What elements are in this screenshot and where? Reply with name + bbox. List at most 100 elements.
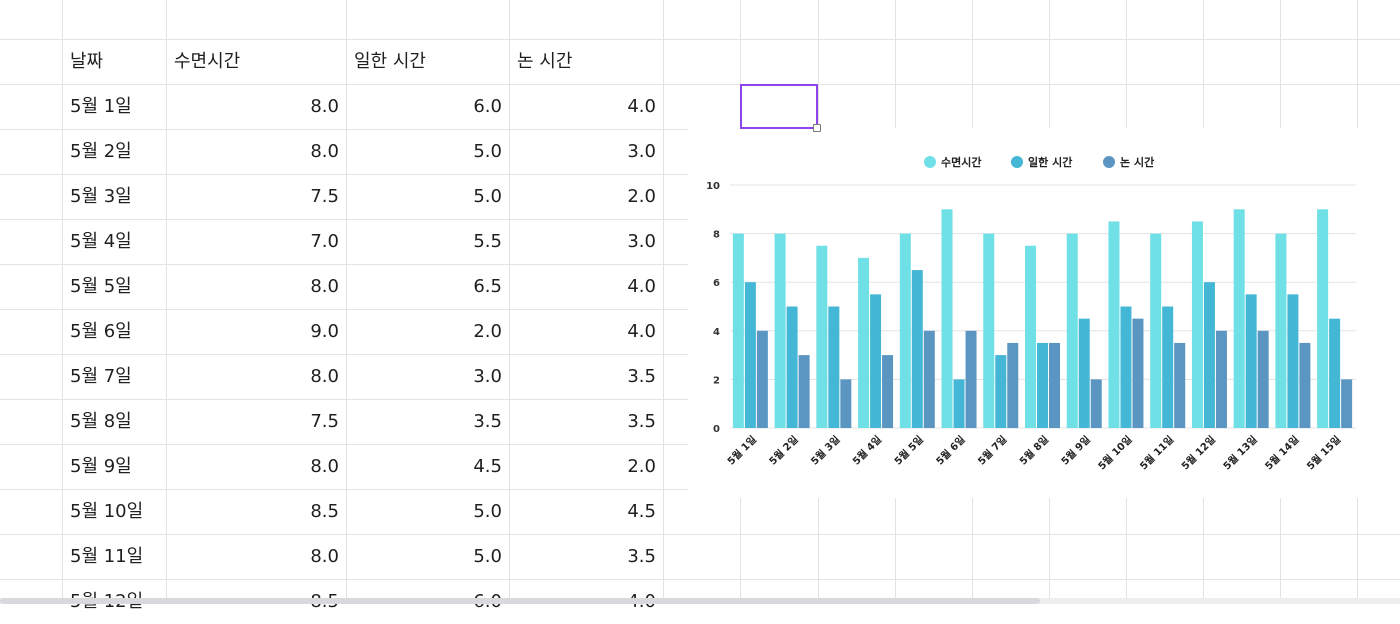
table-cell[interactable]: 5월 9일 bbox=[70, 456, 132, 477]
table-cell[interactable]: 3.0 bbox=[473, 366, 502, 387]
grid-row-line bbox=[0, 84, 1400, 85]
table-cell[interactable]: 7.5 bbox=[310, 411, 339, 432]
y-tick-label: 6 bbox=[713, 278, 720, 289]
header-cell[interactable]: 논 시간 bbox=[517, 51, 573, 72]
bar-2 bbox=[911, 270, 923, 428]
y-tick-label: 10 bbox=[706, 181, 720, 192]
table-cell[interactable]: 5.0 bbox=[473, 186, 502, 207]
bar-2 bbox=[995, 355, 1007, 428]
table-cell[interactable]: 5월 7일 bbox=[70, 366, 132, 387]
table-cell[interactable]: 5월 3일 bbox=[70, 186, 132, 207]
table-cell[interactable]: 4.0 bbox=[627, 276, 656, 297]
table-cell[interactable]: 7.0 bbox=[310, 231, 339, 252]
table-cell[interactable]: 4.5 bbox=[473, 456, 502, 477]
grid-column-line bbox=[663, 0, 664, 604]
bar-2 bbox=[828, 306, 840, 428]
grid-column-line bbox=[62, 0, 63, 604]
bar-3 bbox=[756, 330, 768, 428]
y-tick-label: 0 bbox=[713, 424, 720, 435]
table-cell[interactable]: 4.5 bbox=[627, 501, 656, 522]
table-cell[interactable]: 8.0 bbox=[310, 276, 339, 297]
table-cell[interactable]: 5.0 bbox=[473, 141, 502, 162]
grid-column-line bbox=[166, 0, 167, 604]
table-cell[interactable]: 6.0 bbox=[473, 96, 502, 117]
y-tick-label: 2 bbox=[713, 375, 720, 386]
grid-row-line bbox=[0, 39, 1400, 40]
table-cell[interactable]: 3.5 bbox=[473, 411, 502, 432]
bar-1 bbox=[983, 233, 995, 428]
bar-1 bbox=[1275, 233, 1287, 428]
table-cell[interactable]: 5.0 bbox=[473, 546, 502, 567]
x-tick-label: 5월 13일 bbox=[1220, 433, 1259, 472]
table-cell[interactable]: 7.5 bbox=[310, 186, 339, 207]
x-tick-label: 5월 4일 bbox=[850, 433, 885, 468]
bar-1 bbox=[1191, 221, 1203, 428]
table-cell[interactable]: 6.5 bbox=[473, 276, 502, 297]
table-cell[interactable]: 5.5 bbox=[473, 231, 502, 252]
grid-row-line bbox=[0, 579, 1400, 580]
bar-2 bbox=[1329, 318, 1341, 428]
grid-column-line bbox=[346, 0, 347, 604]
table-cell[interactable]: 3.0 bbox=[627, 141, 656, 162]
x-tick-label: 5월 7일 bbox=[975, 433, 1010, 468]
bar-2 bbox=[870, 294, 882, 428]
legend-marker bbox=[1011, 156, 1023, 168]
x-tick-label: 5월 3일 bbox=[808, 433, 843, 468]
table-cell[interactable]: 4.0 bbox=[627, 321, 656, 342]
legend-marker bbox=[1103, 156, 1115, 168]
table-cell[interactable]: 3.5 bbox=[627, 411, 656, 432]
table-cell[interactable]: 2.0 bbox=[473, 321, 502, 342]
table-cell[interactable]: 5월 8일 bbox=[70, 411, 132, 432]
table-cell[interactable]: 5.0 bbox=[473, 501, 502, 522]
table-cell[interactable]: 4.0 bbox=[627, 96, 656, 117]
table-cell[interactable]: 3.0 bbox=[627, 231, 656, 252]
grid-row-line bbox=[0, 534, 1400, 535]
table-cell[interactable]: 5월 10일 bbox=[70, 501, 144, 522]
table-cell[interactable]: 5월 6일 bbox=[70, 321, 132, 342]
bar-2 bbox=[1162, 306, 1174, 428]
x-tick-label: 5월 10일 bbox=[1095, 433, 1134, 472]
table-cell[interactable]: 5월 11일 bbox=[70, 546, 144, 567]
table-cell[interactable]: 5월 5일 bbox=[70, 276, 132, 297]
header-cell[interactable]: 수면시간 bbox=[174, 51, 241, 72]
horizontal-scrollbar-thumb[interactable] bbox=[0, 598, 1040, 604]
bar-1 bbox=[1108, 221, 1120, 428]
table-cell[interactable]: 3.5 bbox=[627, 546, 656, 567]
legend-label: 수면시간 bbox=[941, 155, 981, 169]
table-cell[interactable]: 2.0 bbox=[627, 186, 656, 207]
x-tick-label: 5월 6일 bbox=[933, 433, 968, 468]
bar-1 bbox=[774, 233, 786, 428]
x-tick-label: 5월 15일 bbox=[1304, 433, 1343, 472]
table-cell[interactable]: 8.5 bbox=[310, 501, 339, 522]
bar-3 bbox=[1049, 342, 1060, 428]
bar-3 bbox=[798, 355, 810, 428]
table-cell[interactable]: 5월 1일 bbox=[70, 96, 132, 117]
header-cell[interactable]: 일한 시간 bbox=[354, 51, 426, 72]
selected-cell[interactable] bbox=[740, 84, 818, 129]
table-cell[interactable]: 3.5 bbox=[627, 366, 656, 387]
header-cell[interactable]: 날짜 bbox=[70, 51, 104, 72]
table-cell[interactable]: 8.0 bbox=[310, 456, 339, 477]
bar-3 bbox=[1299, 342, 1311, 428]
horizontal-scrollbar[interactable] bbox=[0, 598, 1400, 604]
bar-2 bbox=[953, 379, 965, 428]
x-tick-label: 5월 12일 bbox=[1179, 433, 1218, 472]
table-cell[interactable]: 8.0 bbox=[310, 546, 339, 567]
bar-3 bbox=[965, 330, 977, 428]
bar-2 bbox=[1245, 294, 1257, 428]
bar-2 bbox=[1078, 318, 1090, 428]
table-cell[interactable]: 8.0 bbox=[310, 366, 339, 387]
bar-1 bbox=[1066, 233, 1078, 428]
table-cell[interactable]: 8.0 bbox=[310, 96, 339, 117]
table-cell[interactable]: 5월 2일 bbox=[70, 141, 132, 162]
bar-3 bbox=[1132, 318, 1144, 428]
table-cell[interactable]: 2.0 bbox=[627, 456, 656, 477]
x-tick-label: 5월 1일 bbox=[724, 433, 759, 468]
table-cell[interactable]: 5월 4일 bbox=[70, 231, 132, 252]
fill-handle[interactable] bbox=[813, 124, 821, 132]
table-cell[interactable]: 9.0 bbox=[310, 321, 339, 342]
bar-3 bbox=[1215, 330, 1227, 428]
legend-marker bbox=[924, 156, 936, 168]
bar-chart[interactable]: 0 2 4 6 8 10 5월 1일 5월 2일 5월 3일 5월 4일 5월 5일 5월 6일 5월 … bbox=[688, 128, 1400, 498]
table-cell[interactable]: 8.0 bbox=[310, 141, 339, 162]
